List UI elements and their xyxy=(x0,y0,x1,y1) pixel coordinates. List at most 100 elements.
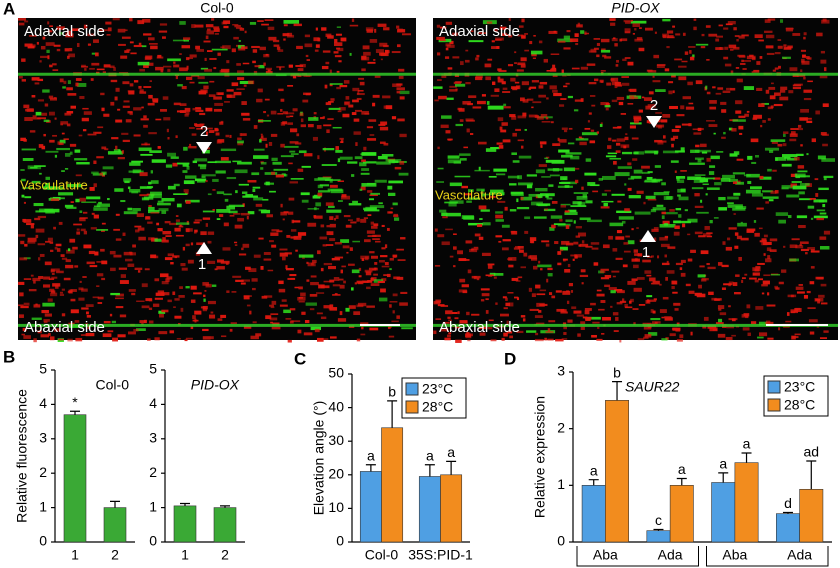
signal xyxy=(723,56,729,60)
signal xyxy=(148,206,155,211)
signal xyxy=(38,144,44,148)
signal xyxy=(602,54,607,58)
signal xyxy=(305,93,311,96)
signal xyxy=(493,168,507,172)
signal xyxy=(66,184,82,188)
signal xyxy=(378,202,383,205)
signal xyxy=(280,211,287,216)
signal xyxy=(676,114,685,117)
signal xyxy=(681,60,688,63)
signal xyxy=(574,99,584,102)
signal xyxy=(207,28,211,31)
signal xyxy=(49,25,53,27)
signal xyxy=(23,201,27,204)
signal xyxy=(322,148,335,151)
signal xyxy=(339,311,343,316)
signal xyxy=(287,32,293,37)
signal xyxy=(687,176,702,181)
signal xyxy=(173,102,181,106)
signal xyxy=(518,155,532,159)
signal xyxy=(466,200,472,203)
signal xyxy=(563,35,571,40)
signal xyxy=(297,296,306,301)
signal xyxy=(241,101,247,106)
signal xyxy=(355,142,358,146)
signal xyxy=(208,314,216,319)
signal xyxy=(332,126,342,129)
signal xyxy=(767,118,771,121)
signal xyxy=(287,277,296,280)
signal xyxy=(690,331,693,336)
signal xyxy=(162,36,166,39)
signal xyxy=(363,51,371,56)
signal xyxy=(21,58,26,62)
signal xyxy=(688,123,692,127)
signal xyxy=(399,96,405,100)
signal xyxy=(548,184,554,187)
signal xyxy=(631,258,640,262)
signal xyxy=(64,153,71,157)
signal xyxy=(593,47,599,50)
signal xyxy=(572,201,582,205)
group-bracket xyxy=(706,546,829,567)
signal xyxy=(746,228,756,232)
error-bar xyxy=(387,400,398,428)
x-tick-label: 1 xyxy=(71,547,79,563)
signal xyxy=(529,255,537,259)
signal xyxy=(370,221,375,225)
signal xyxy=(808,319,818,323)
signal xyxy=(643,180,656,183)
signal xyxy=(739,132,743,135)
signal xyxy=(594,78,599,82)
signal xyxy=(386,227,390,231)
signal xyxy=(491,46,500,49)
signal xyxy=(49,64,53,68)
signal xyxy=(611,193,625,196)
signal xyxy=(652,75,655,78)
signal xyxy=(260,161,267,165)
signal xyxy=(704,226,710,230)
signal xyxy=(632,158,638,161)
signal xyxy=(689,50,692,54)
signal xyxy=(577,22,581,27)
signal xyxy=(552,89,558,93)
signal xyxy=(762,196,779,199)
signal xyxy=(360,218,367,223)
signal xyxy=(383,274,388,276)
signal xyxy=(658,125,662,129)
signal xyxy=(184,339,188,342)
signal xyxy=(133,134,141,137)
signal xyxy=(325,61,330,65)
signal xyxy=(46,49,50,54)
signal xyxy=(123,211,138,215)
signal xyxy=(242,195,258,198)
signal xyxy=(547,338,554,341)
signal xyxy=(124,180,130,184)
signal xyxy=(329,238,336,242)
signal xyxy=(134,225,142,228)
signal xyxy=(221,335,227,338)
signal xyxy=(819,75,828,79)
signal xyxy=(102,166,114,170)
signal xyxy=(193,221,200,224)
signal xyxy=(741,59,744,63)
signal xyxy=(664,254,667,258)
signal xyxy=(75,174,82,177)
signal xyxy=(257,20,264,22)
signal xyxy=(529,40,533,45)
signal xyxy=(736,235,742,240)
signal xyxy=(279,304,288,307)
signal xyxy=(665,276,668,281)
signal xyxy=(164,257,173,261)
texture xyxy=(18,18,416,343)
signal xyxy=(50,290,56,294)
signal xyxy=(636,37,643,41)
signal xyxy=(68,53,76,58)
signal xyxy=(766,52,775,55)
signal xyxy=(365,27,374,31)
signal xyxy=(220,120,224,123)
error-bar xyxy=(365,464,376,472)
signal xyxy=(749,186,762,190)
signal xyxy=(529,240,534,244)
signal xyxy=(383,44,389,48)
